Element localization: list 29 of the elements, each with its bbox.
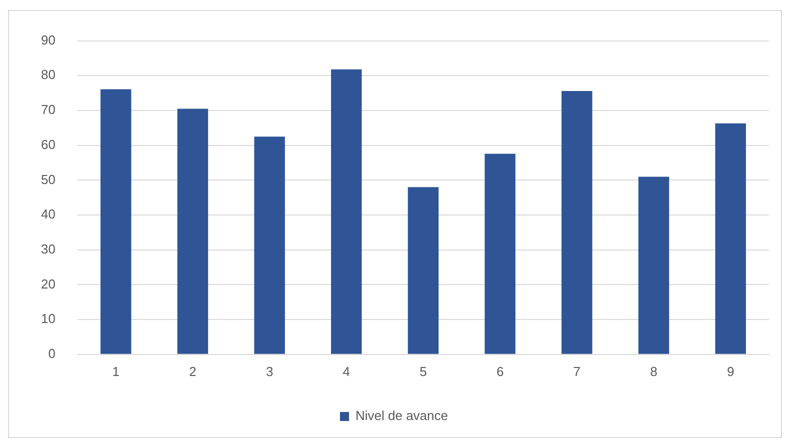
x-tick-label: 7 [573, 364, 581, 379]
x-tick-label: 2 [189, 364, 196, 379]
y-tick-label: 90 [40, 32, 56, 48]
bar [484, 154, 516, 354]
bar [254, 136, 285, 354]
bar [100, 89, 132, 354]
y-tick-label: 20 [40, 276, 56, 292]
x-tick-label: 6 [496, 364, 504, 379]
x-tick-label: 8 [650, 364, 658, 379]
y-tick-label: 0 [48, 346, 56, 361]
x-tick-label: 3 [266, 364, 274, 379]
x-tick-label: 4 [342, 364, 350, 379]
bar [177, 108, 208, 354]
y-tick-label: 30 [40, 241, 56, 256]
y-tick-label: 70 [40, 102, 56, 118]
bar [331, 69, 362, 354]
legend-label: Nivel de avance [356, 408, 448, 424]
y-tick-label: 10 [40, 311, 56, 326]
y-tick-label: 40 [40, 206, 56, 222]
bar [562, 90, 592, 354]
x-tick-label: 9 [726, 364, 734, 379]
x-tick-label: 5 [420, 364, 427, 379]
y-tick-label: 50 [40, 172, 56, 187]
y-tick-label: 80 [40, 67, 56, 82]
bar [638, 176, 670, 354]
y-tick-label: 60 [40, 136, 56, 152]
x-tick-label: 1 [112, 364, 120, 379]
bar [715, 123, 746, 354]
bar [408, 187, 439, 354]
